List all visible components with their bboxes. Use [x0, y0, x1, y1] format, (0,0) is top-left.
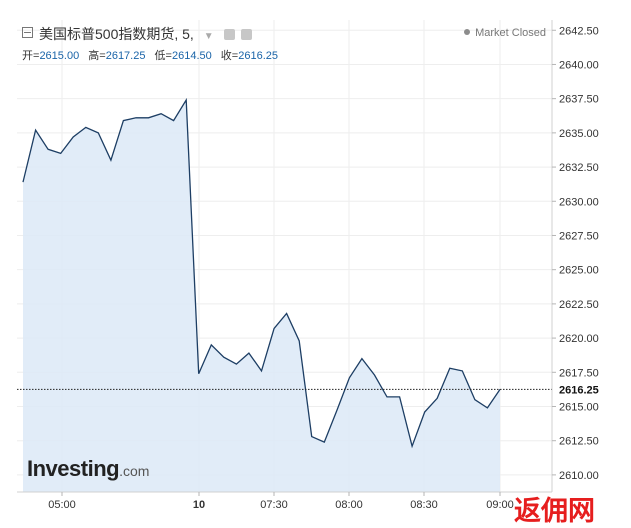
- chart-header: 美国标普500指数期货, 5, ▼: [22, 24, 252, 44]
- watermark: 返佣网: [514, 496, 595, 527]
- x-axis: 05:00 10 07:30 08:00 08:30 09:00: [48, 492, 514, 511]
- status-dot-icon: [464, 29, 471, 35]
- logo-suffix: .com: [119, 463, 150, 479]
- y-axis: 2642.50 2640.00 2637.50 2635.00 2632.50 2630.…: [552, 25, 599, 482]
- x-tick-label: 09:00: [486, 499, 514, 511]
- y-tick-label: 2635.00: [559, 128, 599, 140]
- y-tick-label: 2610.00: [559, 470, 599, 482]
- settings-icon[interactable]: [240, 29, 252, 40]
- chevron-down-icon[interactable]: ▼: [203, 31, 214, 42]
- y-tick-label: 2632.50: [559, 162, 599, 174]
- x-tick-label: 05:00: [48, 499, 76, 511]
- ohlc-low-value: 2614.50: [171, 50, 212, 62]
- ohlc-open-label: 开=: [22, 50, 40, 62]
- y-tick-label: 2615.00: [559, 401, 599, 413]
- y-tick-label: 2642.50: [559, 25, 599, 37]
- ohlc-low-label: 低=: [154, 50, 172, 62]
- x-tick-label: 07:30: [260, 499, 288, 511]
- y-tick-label: 2617.50: [559, 367, 599, 379]
- y-tick-label: 2630.00: [559, 196, 599, 208]
- y-tick-label: 2637.50: [559, 94, 599, 106]
- collapse-icon[interactable]: [22, 27, 33, 38]
- y-tick-label: 2622.50: [559, 299, 599, 311]
- y-tick-label: 2620.00: [559, 333, 599, 345]
- price-area-fill: [23, 100, 500, 492]
- last-price-badge: 2616.25: [553, 381, 603, 398]
- price-line: [22, 97, 501, 449]
- last-price-label: 2616.25: [559, 384, 599, 396]
- last-price-badge-bg: [553, 381, 603, 398]
- x-tick-label: 08:00: [335, 499, 363, 511]
- ohlc-high-label: 高=: [88, 50, 106, 62]
- logo-main: Investing: [27, 456, 120, 481]
- ohlc-close-value: 2616.25: [238, 50, 278, 62]
- ohlc-high-value: 2617.25: [105, 50, 146, 62]
- x-tick-label: 10: [193, 499, 205, 511]
- ohlc-open-value: 2615.00: [39, 50, 80, 62]
- y-tick-label: 2640.00: [559, 59, 599, 71]
- investing-logo: Investing.com: [27, 456, 149, 482]
- visibility-icon[interactable]: [223, 29, 235, 40]
- market-status-text: Market Closed: [475, 27, 546, 39]
- y-tick-label: 2612.50: [559, 436, 599, 448]
- ohlc-readout: 开=2615.00 高=2617.25 低=2614.50 收=2616.25: [22, 47, 284, 63]
- market-status: Market Closed: [464, 27, 546, 39]
- ohlc-close-label: 收=: [220, 50, 239, 62]
- y-tick-label: 2625.00: [559, 265, 599, 277]
- instrument-title: 美国标普500指数期货, 5,: [39, 26, 194, 42]
- y-tick-label: 2627.50: [559, 230, 599, 242]
- x-tick-label: 08:30: [410, 499, 438, 511]
